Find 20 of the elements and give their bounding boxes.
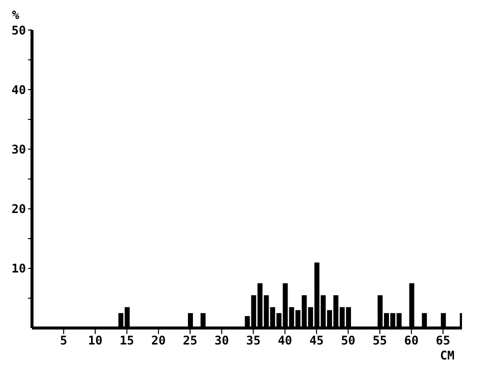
y-tick-label: 50 [12,23,26,38]
x-tick-label: 65 [436,334,450,348]
y-tick-label: 30 [12,142,26,156]
x-tick-label: 30 [214,334,229,348]
x-axis-title: CM [440,348,454,362]
x-tick-label: 55 [372,334,388,348]
x-tick-label: 25 [182,334,198,348]
y-axis-title: % [12,8,20,22]
y-tick-label: 10 [12,262,26,276]
y-tick-label: 20 [12,202,26,216]
y-tick-label: 40 [12,82,26,97]
x-tick-label: 60 [404,334,419,348]
x-tick-label: 45 [309,334,324,348]
x-tick-label: 40 [278,334,292,348]
x-tick-label: 20 [151,334,166,348]
x-tick-label: 10 [88,334,102,348]
x-tick-label: 35 [246,334,261,348]
x-tick-label: 15 [120,334,134,348]
x-tick-label: 50 [340,334,356,348]
x-tick-label: 5 [60,334,68,348]
